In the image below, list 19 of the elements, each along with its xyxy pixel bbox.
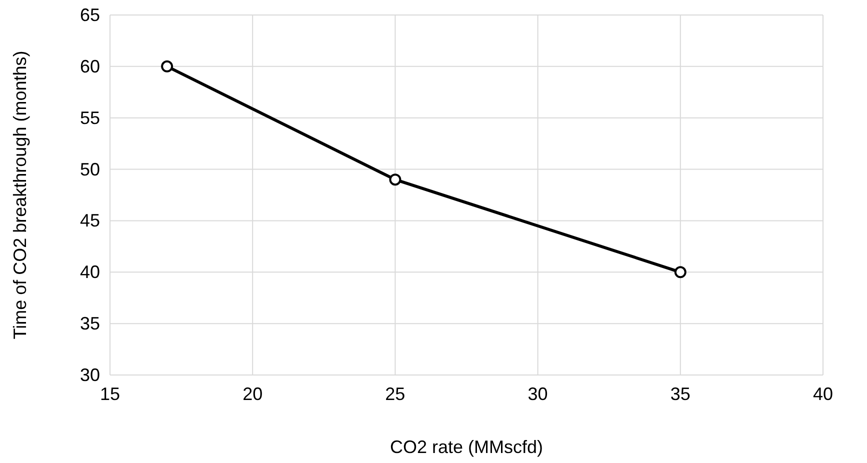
x-tick-label: 20 (242, 384, 263, 404)
point (674, 266, 686, 278)
x-tick-label: 15 (100, 384, 120, 404)
x-axis-title: CO2 rate (MMscfd) (390, 437, 544, 457)
y-tick-label: 65 (80, 5, 100, 25)
y-tick-label: 40 (80, 262, 100, 282)
y-tick-label: 50 (80, 159, 100, 180)
x-tick-label: 25 (385, 384, 406, 404)
point (389, 174, 402, 186)
x-tick-label: 35 (670, 384, 690, 404)
y-tick-label: 30 (80, 365, 100, 385)
y-axis-title: Time of CO2 breakthrough (months) (10, 50, 30, 340)
point (161, 60, 174, 72)
y-tick-label: 60 (80, 56, 100, 76)
y-tick-label: 35 (80, 314, 100, 334)
x-tick-label: 40 (812, 384, 834, 404)
x-tick-label: 30 (528, 384, 548, 404)
y-tick-label: 55 (80, 108, 100, 128)
y-tick-label: 45 (80, 210, 100, 231)
